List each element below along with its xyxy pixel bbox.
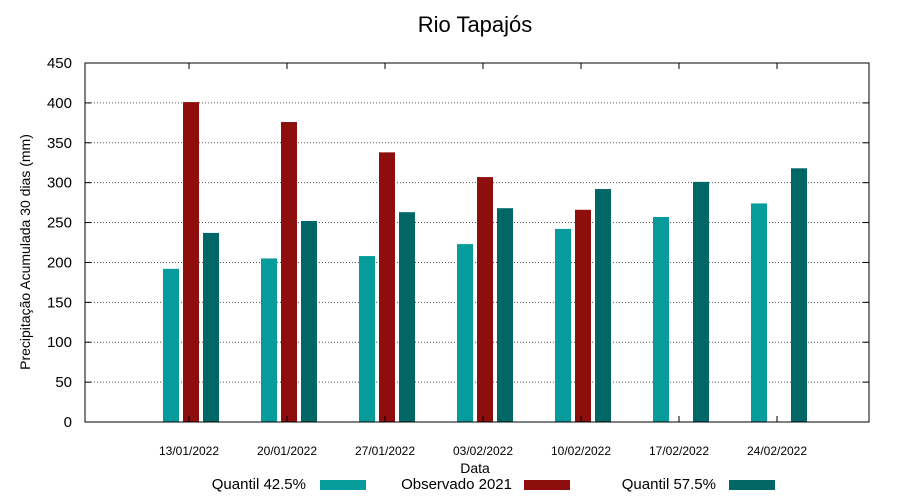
y-tick-label: 250: [47, 215, 72, 232]
bar: [183, 102, 199, 422]
plot-frame: [84, 62, 870, 423]
legend-swatch: [320, 480, 366, 490]
x-tick-label: 17/02/2022: [649, 444, 709, 458]
y-tick-label: 200: [47, 254, 72, 271]
bar: [359, 256, 375, 422]
bar: [595, 189, 611, 422]
bar: [575, 209, 591, 422]
bar: [281, 122, 297, 422]
bar: [163, 268, 179, 422]
bar: [497, 208, 513, 422]
x-tick-label: 13/01/2022: [159, 444, 219, 458]
y-tick-label: 0: [64, 414, 72, 431]
bars: [163, 102, 807, 422]
bar: [555, 228, 571, 422]
y-tick-label: 100: [47, 334, 72, 351]
bar: [653, 216, 669, 422]
x-tick-label: 20/01/2022: [257, 444, 317, 458]
x-tick-label: 24/02/2022: [747, 444, 807, 458]
bar: [203, 232, 219, 422]
y-tick-label: 450: [47, 55, 72, 72]
y-tick-label: 300: [47, 175, 72, 192]
y-tick-label: 350: [47, 135, 72, 152]
legend-swatch: [524, 480, 570, 490]
y-axis-label: Precipitação Acumulada 30 dias (mm): [17, 134, 33, 370]
bar: [399, 212, 415, 422]
y-tick-label: 400: [47, 95, 72, 112]
bar: [751, 203, 767, 422]
legend-swatch: [729, 480, 775, 490]
x-tick-label: 27/01/2022: [355, 444, 415, 458]
y-tick-label: 150: [47, 294, 72, 311]
x-tick-label: 10/02/2022: [551, 444, 611, 458]
y-axis-ticks: 0 50 100 150 200 250 300 350 400 450: [47, 55, 869, 431]
x-axis-label: Data: [460, 460, 490, 476]
bar: [457, 244, 473, 422]
bar: [693, 181, 709, 422]
bar: [379, 152, 395, 422]
bar: [301, 220, 317, 422]
legend: Quantil 42.5% Observado 2021 Quantil 57.5%: [212, 476, 775, 493]
bar: [261, 258, 277, 422]
chart-title: Rio Tapajós: [418, 12, 533, 37]
legend-label: Observado 2021: [401, 476, 512, 493]
bar: [477, 177, 493, 422]
x-axis-ticks: 13/01/2022 20/01/2022 27/01/2022 03/02/2022…: [159, 63, 807, 458]
bar: [791, 168, 807, 422]
x-tick-label: 03/02/2022: [453, 444, 513, 458]
legend-label: Quantil 42.5%: [212, 476, 306, 493]
legend-label: Quantil 57.5%: [622, 476, 716, 493]
y-tick-label: 50: [55, 374, 72, 391]
